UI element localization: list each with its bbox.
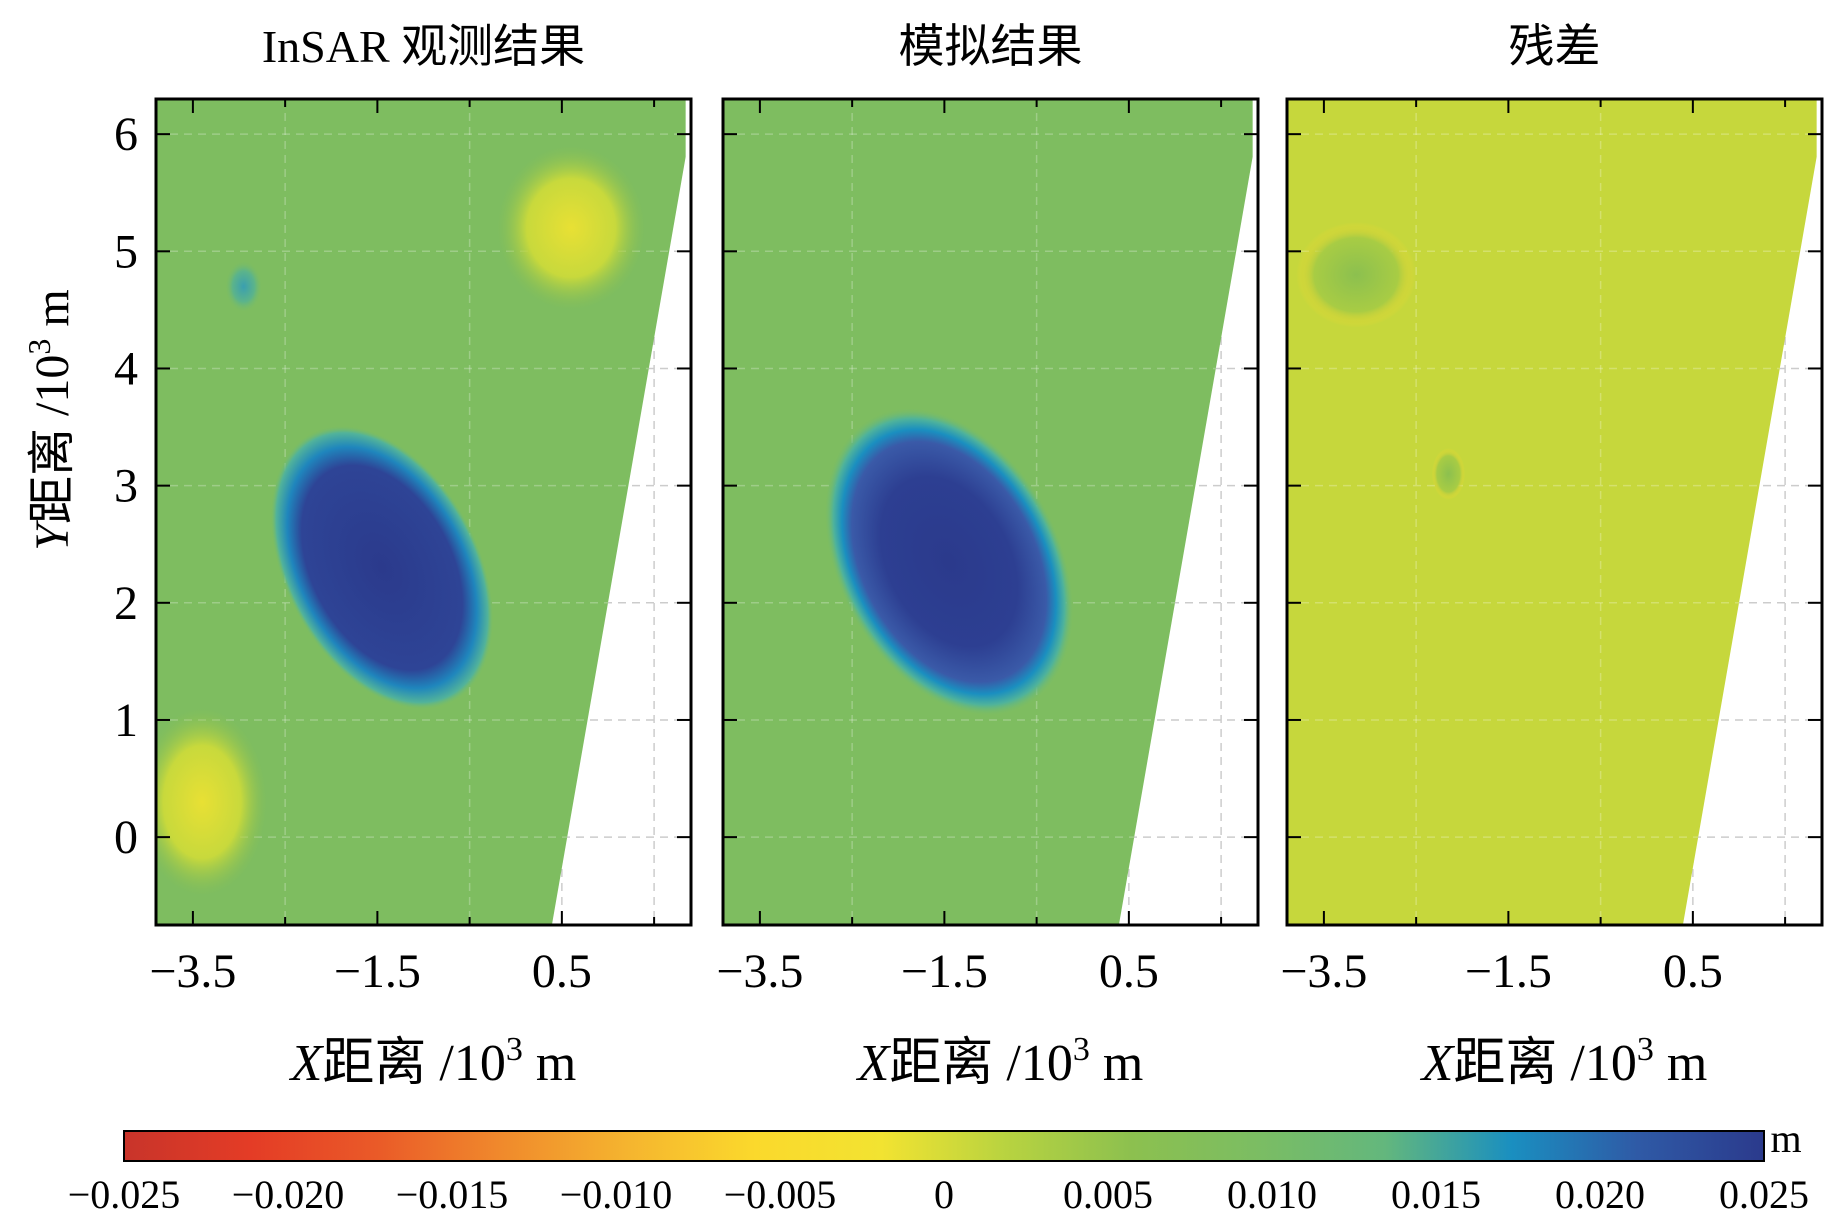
features [723,99,1253,925]
colorbar-tick-label: −0.005 [724,1172,837,1217]
panel-title: 残差 [1509,21,1601,72]
colorbar-tick-label: −0.015 [396,1172,509,1217]
panel-title: InSAR 观测结果 [262,21,585,72]
x-axis-label-var: X [289,1035,325,1092]
x-axis-label-unit: m [1090,1035,1143,1092]
feature-patch [497,145,645,310]
panel-title: 模拟结果 [899,21,1083,72]
colorbar-tick-label: 0.025 [1719,1172,1809,1217]
colorbar-unit: m [1770,1116,1801,1161]
colorbar-tick-label: 0.010 [1227,1172,1317,1217]
features [1287,99,1817,925]
colorbar-ticks: −0.025 −0.020 −0.015 −0.010 −0.005 0 0.005 0.01… [68,1172,1809,1217]
y-tick-label: 1 [114,694,138,747]
feature-ellipse [824,407,1074,716]
panel-2: −3.5 −1.5 0.5 模拟结果 X距离 /103 m [716,21,1260,1092]
y-tick-label: 4 [114,342,138,395]
feature-blob [1296,222,1417,328]
y-tick-label: 6 [114,108,138,161]
colorbar-tick-label: −0.010 [560,1172,673,1217]
x-tick-label: 0.5 [1663,945,1723,998]
x-tick-label: 0.5 [532,945,592,998]
y-tick-label: 2 [114,577,138,630]
panel-3: −3.5 −1.5 0.5 残差 X距离 /103 m [1280,21,1824,1092]
colorbar-bar [123,1130,1765,1162]
x-tick-label: 0.5 [1099,945,1159,998]
panel-field [156,99,691,925]
x-axis-label-exp: 3 [506,1031,523,1068]
x-axis-label-text: 距离 /10 [889,1035,1072,1092]
x-axis-label: X距离 /103 m [289,1031,577,1092]
x-axis-label-unit: m [523,1035,576,1092]
panel-frame [1285,97,1824,927]
x-tick-label: −3.5 [716,945,803,998]
panel-frame [154,97,693,927]
y-tick-label: 3 [114,460,138,513]
x-tick-label: −3.5 [1280,945,1367,998]
x-axis-label-exp: 3 [1637,1031,1654,1068]
panel-field [723,99,1258,925]
features [156,99,686,925]
ticks [1287,99,1822,925]
ticks [723,99,1258,925]
ticks [156,99,691,925]
x-tick-label: −1.5 [334,945,421,998]
colorbar-tick-label: −0.025 [68,1172,181,1217]
colorbar-tick-label: 0.020 [1555,1172,1645,1217]
feature-blob [270,425,494,710]
y-tick-label: 0 [114,811,138,864]
colorbar-tick-label: 0.015 [1391,1172,1481,1217]
y-tick-label: 5 [114,225,138,278]
colorbar-tick-label: 0.005 [1063,1172,1153,1217]
x-tick-label: −1.5 [901,945,988,998]
x-tick-label: −3.5 [149,945,236,998]
x-tick-label: −1.5 [1465,945,1552,998]
colorbar-tick-label: −0.020 [232,1172,345,1217]
feature-patch [156,708,267,896]
panel-field [1287,99,1822,925]
feature-blob [225,260,263,313]
x-axis-label-exp: 3 [1073,1031,1090,1068]
colorbar-tick-label: 0 [934,1172,954,1217]
data-region [1287,99,1817,925]
y-axis-label: Y距离 /103 m [21,289,79,550]
panel-frame [721,97,1260,927]
x-axis-label-unit: m [1654,1035,1707,1092]
x-axis-label: X距离 /103 m [856,1031,1144,1092]
x-axis-label-var: X [856,1035,892,1092]
x-axis-label-text: 距离 /10 [322,1035,505,1092]
colorbar: m −0.025 −0.020 −0.015 −0.010 −0.005 0 0.005 0.… [68,1116,1809,1217]
x-axis-label-var: X [1420,1035,1456,1092]
x-axis-label: X距离 /103 m [1420,1031,1708,1092]
x-axis-label-text: 距离 /10 [1453,1035,1636,1092]
feature-blob [1431,448,1466,500]
